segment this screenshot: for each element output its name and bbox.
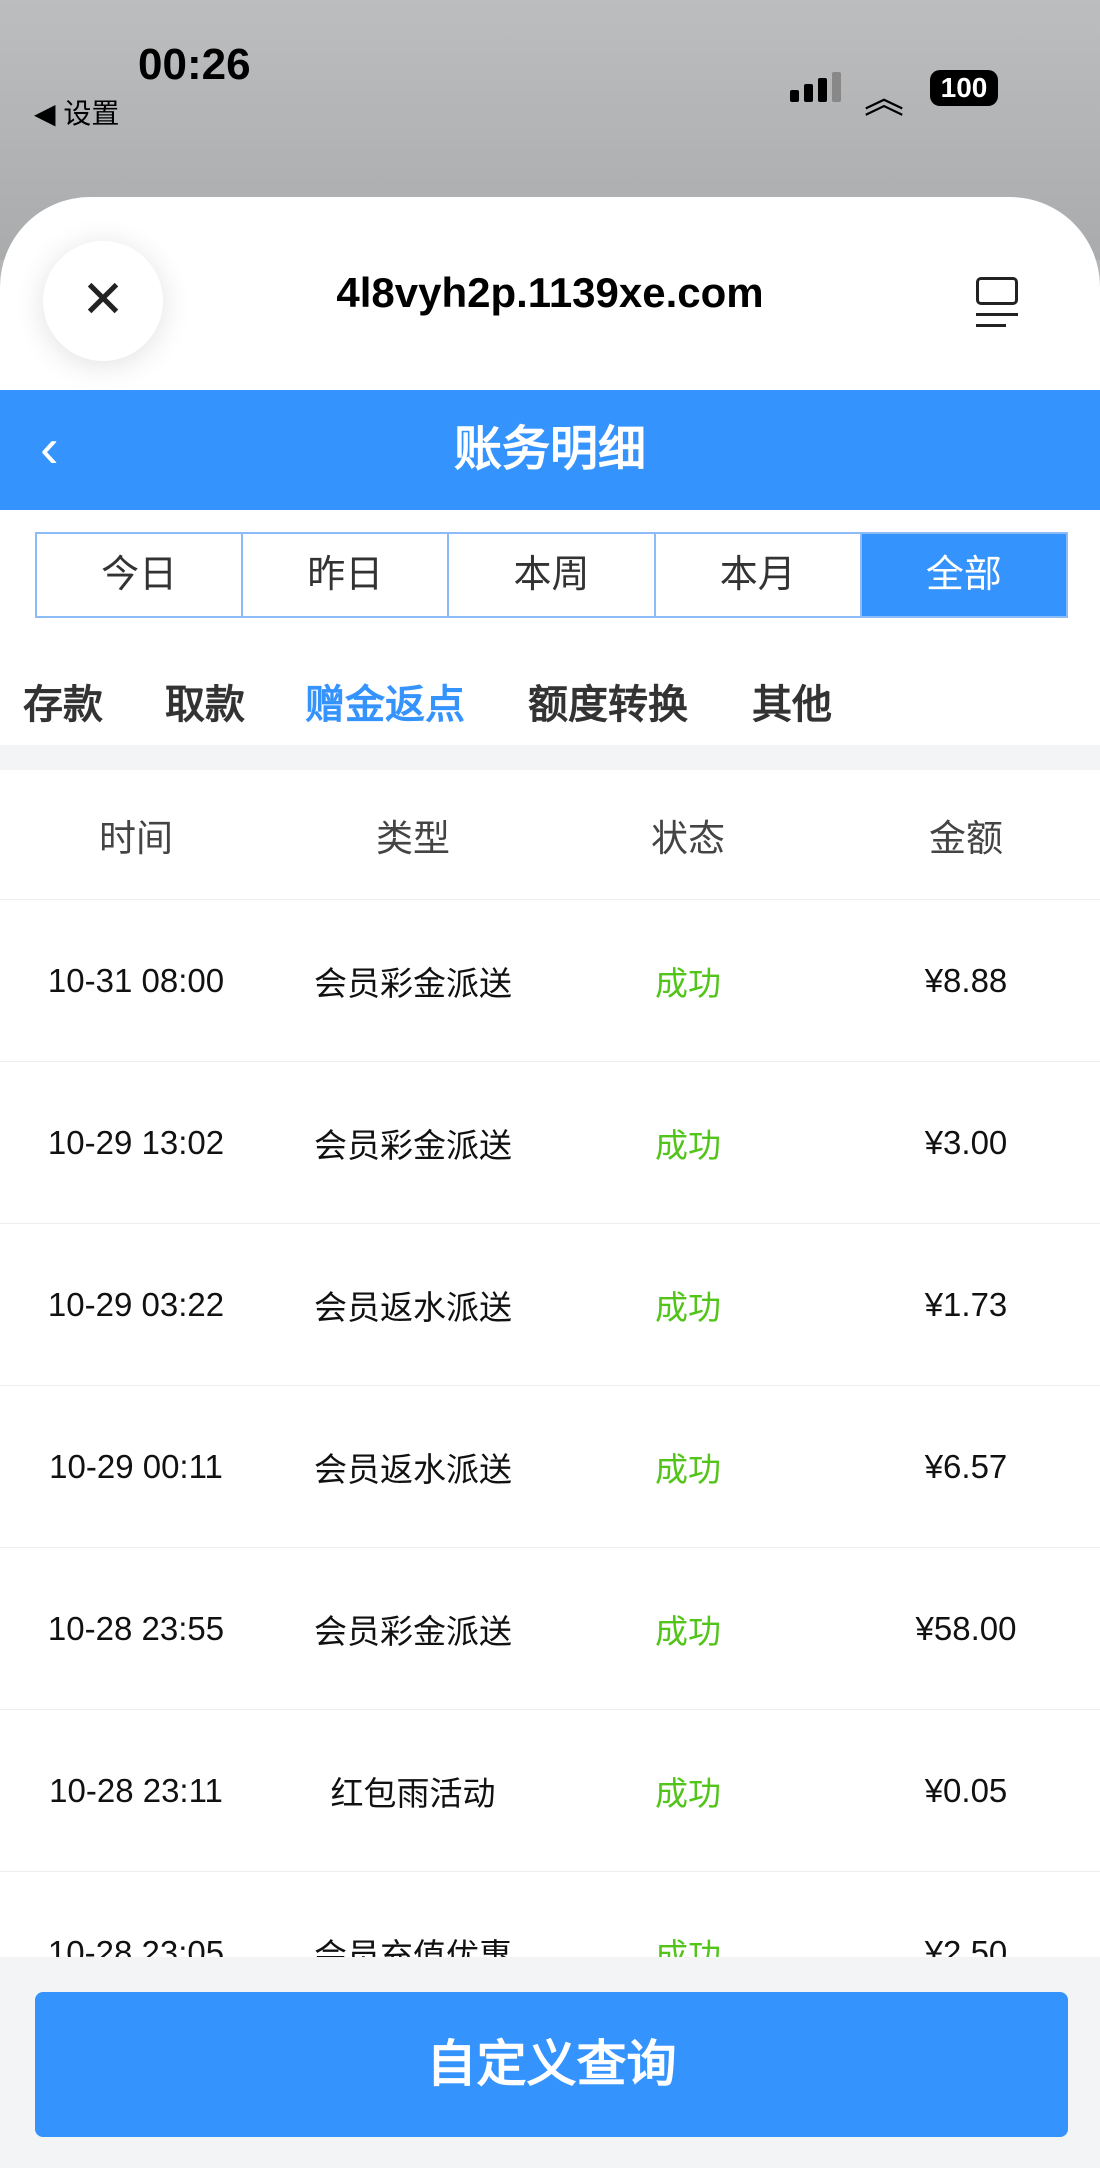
row-type: 红包雨活动 bbox=[330, 1774, 496, 1812]
column-status: 状态 bbox=[651, 817, 725, 859]
row-time: 10-29 03:22 bbox=[47, 1285, 225, 1323]
column-type: 类型 bbox=[376, 817, 450, 859]
status-time: 00:26 bbox=[138, 40, 251, 89]
table-row: 10-29 13:02 会员彩金派送 成功 ¥3.00 bbox=[0, 1062, 1100, 1224]
close-icon[interactable]: ✕ bbox=[43, 241, 163, 361]
table-row: 10-31 08:00 会员彩金派送 成功 ¥8.88 bbox=[0, 900, 1100, 1062]
row-time: 10-28 23:11 bbox=[49, 1771, 223, 1809]
tab-this-month[interactable]: 本月 bbox=[653, 534, 860, 616]
row-type: 会员彩金派送 bbox=[314, 1126, 512, 1164]
page-header: ‹ 账务明细 bbox=[0, 390, 1100, 510]
table-header: 时间 类型 状态 金额 bbox=[0, 770, 1100, 900]
battery-icon: 100 bbox=[930, 70, 998, 106]
row-status: 成功 bbox=[655, 1450, 721, 1488]
page-title: 账务明细 bbox=[453, 423, 646, 476]
period-tabs: 今日 昨日 本周 本月 全部 bbox=[35, 532, 1068, 618]
tab-transfer[interactable]: 额度转换 bbox=[528, 683, 688, 727]
tab-withdraw[interactable]: 取款 bbox=[165, 683, 245, 727]
table-row: 10-29 00:11 会员返水派送 成功 ¥6.57 bbox=[0, 1386, 1100, 1548]
row-amount: ¥3.00 bbox=[924, 1123, 1008, 1161]
row-time: 10-28 23:55 bbox=[47, 1609, 225, 1647]
tab-this-week[interactable]: 本周 bbox=[447, 534, 653, 616]
row-status: 成功 bbox=[655, 1612, 721, 1650]
row-time: 10-29 13:02 bbox=[47, 1123, 225, 1161]
table-row: 10-28 23:55 会员彩金派送 成功 ¥58.00 bbox=[0, 1548, 1100, 1710]
url-title: 4l8vyh2p.1139xe.com bbox=[336, 269, 764, 316]
divider bbox=[0, 745, 1100, 770]
row-type: 会员彩金派送 bbox=[314, 964, 512, 1002]
tab-all[interactable]: 全部 bbox=[859, 534, 1067, 616]
tab-deposit[interactable]: 存款 bbox=[23, 683, 103, 727]
tab-yesterday[interactable]: 昨日 bbox=[241, 534, 447, 616]
row-status: 成功 bbox=[655, 964, 721, 1002]
row-amount: ¥8.88 bbox=[924, 961, 1008, 999]
column-amount: 金额 bbox=[929, 817, 1003, 859]
menu-icon[interactable] bbox=[976, 277, 1018, 327]
row-type: 会员返水派送 bbox=[314, 1450, 512, 1488]
tab-other[interactable]: 其他 bbox=[752, 683, 832, 727]
tab-bonus-rebate[interactable]: 赠金返点 bbox=[305, 683, 465, 727]
row-amount: ¥0.05 bbox=[924, 1771, 1008, 1809]
signal-icon bbox=[790, 72, 841, 102]
row-amount: ¥6.57 bbox=[924, 1447, 1008, 1485]
row-time: 10-31 08:00 bbox=[47, 961, 225, 999]
row-type: 会员彩金派送 bbox=[314, 1612, 512, 1650]
row-time: 10-29 00:11 bbox=[49, 1447, 223, 1485]
browser-sheet: ✕ 4l8vyh2p.1139xe.com ‹ 账务明细 今日 昨日 本周 本月… bbox=[0, 197, 1100, 2168]
chevron-left-icon[interactable]: ‹ bbox=[40, 416, 59, 479]
table-row: 10-29 03:22 会员返水派送 成功 ¥1.73 bbox=[0, 1224, 1100, 1386]
row-status: 成功 bbox=[655, 1288, 721, 1326]
row-status: 成功 bbox=[655, 1774, 721, 1812]
row-type: 会员返水派送 bbox=[314, 1288, 512, 1326]
column-time: 时间 bbox=[99, 817, 173, 859]
footer-bar: 自定义查询 bbox=[0, 1957, 1100, 2168]
row-amount: ¥58.00 bbox=[915, 1609, 1017, 1647]
wifi-icon: ︽ bbox=[864, 77, 904, 121]
tab-today[interactable]: 今日 bbox=[101, 554, 178, 596]
table-row: 10-28 23:11 红包雨活动 成功 ¥0.05 bbox=[0, 1710, 1100, 1872]
row-status: 成功 bbox=[655, 1126, 721, 1164]
back-to-settings[interactable]: ◀ 设置 bbox=[34, 98, 120, 129]
custom-query-button[interactable]: 自定义查询 bbox=[35, 1992, 1068, 2137]
row-amount: ¥1.73 bbox=[924, 1285, 1008, 1323]
